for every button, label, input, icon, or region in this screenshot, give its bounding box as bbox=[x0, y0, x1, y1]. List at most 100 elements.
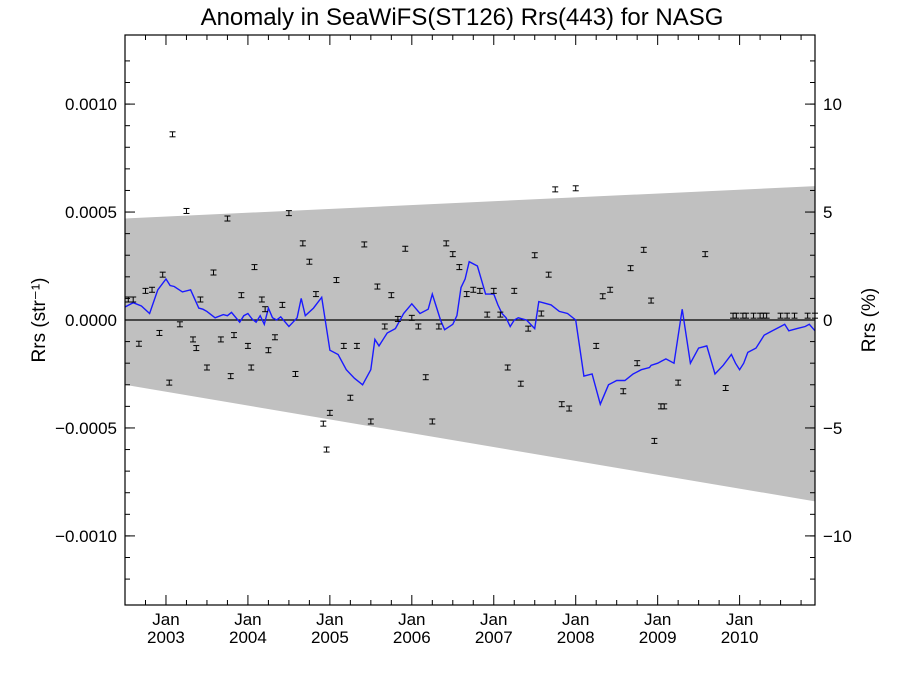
data-point bbox=[648, 297, 655, 304]
data-point bbox=[511, 287, 518, 294]
y-tick-label-left: −0.0010 bbox=[55, 527, 117, 546]
data-point bbox=[135, 340, 142, 347]
data-point bbox=[490, 287, 497, 294]
smoothed-line-layer bbox=[124, 260, 816, 407]
data-point bbox=[743, 312, 750, 319]
confidence-band bbox=[125, 186, 815, 502]
data-point bbox=[593, 342, 600, 349]
data-point bbox=[538, 310, 545, 317]
data-point bbox=[599, 293, 606, 300]
confidence-band-layer bbox=[125, 186, 815, 502]
x-tick-label-year: 2010 bbox=[721, 628, 759, 647]
data-point bbox=[367, 418, 374, 425]
data-point bbox=[572, 185, 579, 192]
data-point bbox=[183, 207, 190, 214]
x-tick-label-month: Jan bbox=[480, 610, 507, 629]
y-tick-label-left: 0.0010 bbox=[65, 95, 117, 114]
x-tick-label-year: 2007 bbox=[475, 628, 513, 647]
data-point bbox=[470, 286, 477, 293]
x-tick-label-year: 2005 bbox=[311, 628, 349, 647]
data-point bbox=[149, 286, 156, 293]
data-point bbox=[312, 291, 319, 298]
data-point bbox=[224, 215, 231, 222]
axes-layer: 0.0010 0.0005 0.0000 −0.0005 −0.0010 10 5 0 −5 −1… bbox=[55, 35, 852, 647]
x-tick-label-year: 2009 bbox=[639, 628, 677, 647]
data-point bbox=[156, 329, 163, 336]
data-point bbox=[292, 370, 299, 377]
data-point bbox=[456, 264, 463, 271]
data-point bbox=[517, 380, 524, 387]
monthly-points-layer bbox=[125, 131, 818, 453]
data-point bbox=[422, 374, 429, 381]
data-point bbox=[248, 364, 255, 371]
data-point bbox=[777, 312, 784, 319]
data-point bbox=[306, 258, 313, 265]
x-tick-label-year: 2004 bbox=[229, 628, 267, 647]
data-point bbox=[750, 312, 757, 319]
data-point bbox=[169, 131, 176, 138]
data-point bbox=[620, 388, 627, 395]
data-point bbox=[545, 271, 552, 278]
data-point bbox=[497, 311, 504, 318]
x-tick-label-month: Jan bbox=[562, 610, 589, 629]
data-point bbox=[627, 265, 634, 272]
data-point bbox=[552, 186, 559, 193]
data-point bbox=[262, 306, 269, 313]
data-point bbox=[217, 336, 224, 343]
data-point bbox=[484, 311, 491, 318]
data-point bbox=[279, 301, 286, 308]
data-point bbox=[193, 345, 200, 352]
data-point bbox=[166, 379, 173, 386]
data-point bbox=[388, 292, 395, 299]
y-tick-label-right: 5 bbox=[823, 203, 832, 222]
data-point bbox=[463, 291, 470, 298]
x-tick-label-year: 2008 bbox=[557, 628, 595, 647]
x-tick-label-month: Jan bbox=[644, 610, 671, 629]
x-tick-label-month: Jan bbox=[152, 610, 179, 629]
data-point bbox=[402, 245, 409, 252]
data-point bbox=[340, 342, 347, 349]
y-tick-label-right: −10 bbox=[823, 527, 852, 546]
data-point bbox=[203, 364, 210, 371]
data-point bbox=[661, 403, 668, 410]
data-point bbox=[326, 409, 333, 416]
data-point bbox=[176, 321, 183, 328]
data-point bbox=[347, 394, 354, 401]
data-point bbox=[476, 287, 483, 294]
data-point bbox=[361, 241, 368, 248]
x-tick-label-year: 2003 bbox=[147, 628, 185, 647]
smoothed-anomaly-line bbox=[124, 260, 816, 407]
data-point bbox=[722, 385, 729, 392]
data-point bbox=[525, 325, 532, 332]
data-point bbox=[733, 312, 740, 319]
y-tick-label-left: 0.0005 bbox=[65, 203, 117, 222]
data-point bbox=[763, 312, 770, 319]
data-point bbox=[333, 277, 340, 284]
data-point bbox=[197, 296, 204, 303]
y-tick-label-right: 10 bbox=[823, 95, 842, 114]
y-axis-label-right: Rrs (%) bbox=[859, 288, 880, 352]
data-point bbox=[607, 286, 614, 293]
data-point bbox=[323, 446, 330, 453]
data-point bbox=[449, 251, 456, 258]
y-tick-label-left: 0.0000 bbox=[65, 311, 117, 330]
data-point bbox=[435, 323, 442, 330]
data-point bbox=[244, 342, 251, 349]
data-point bbox=[353, 342, 360, 349]
x-tick-label-month: Jan bbox=[726, 610, 753, 629]
data-point bbox=[702, 251, 709, 258]
x-tick-label-month: Jan bbox=[316, 610, 343, 629]
data-point bbox=[230, 332, 237, 339]
data-point bbox=[408, 314, 415, 321]
data-point bbox=[566, 405, 573, 412]
data-point bbox=[784, 312, 791, 319]
data-point bbox=[258, 296, 265, 303]
data-point bbox=[804, 312, 811, 319]
data-point bbox=[394, 315, 401, 322]
data-point bbox=[238, 292, 245, 299]
data-point bbox=[634, 360, 641, 367]
data-point bbox=[130, 296, 137, 303]
data-point bbox=[265, 347, 272, 354]
data-point bbox=[675, 379, 682, 386]
x-tick-label-month: Jan bbox=[398, 610, 425, 629]
